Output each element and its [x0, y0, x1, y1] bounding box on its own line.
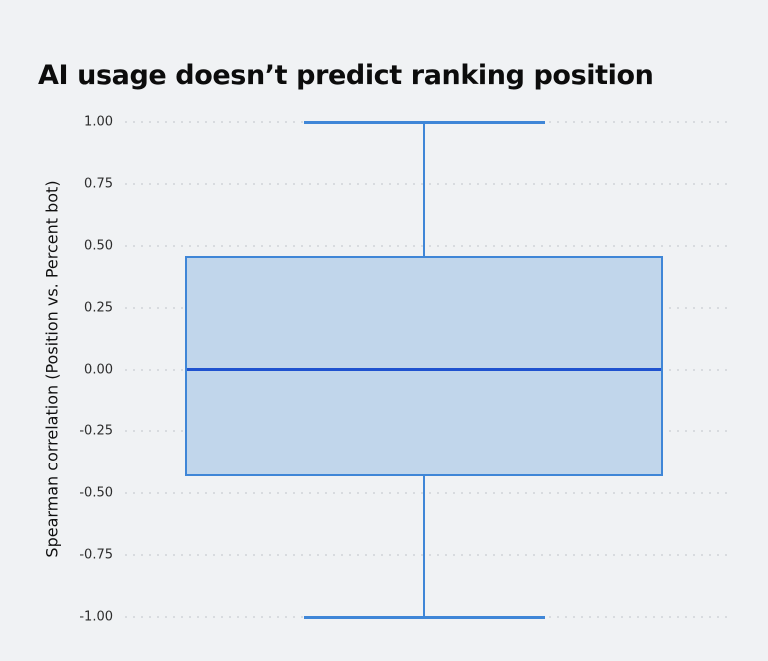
y-tick-label-0.00: 0.00 — [84, 362, 113, 377]
median-line — [187, 367, 661, 372]
whisker-top-cap — [303, 120, 545, 124]
y-tick-label--1.00: -1.00 — [79, 609, 113, 625]
box-iqr — [185, 255, 663, 476]
y-tick-label--0.50: -0.50 — [79, 485, 113, 501]
gridline--0.50 — [125, 492, 731, 495]
y-tick-label--0.25: -0.25 — [79, 423, 113, 439]
y-tick-label-0.75: 0.75 — [84, 176, 113, 192]
y-tick-label--0.75: -0.75 — [79, 547, 113, 563]
gridline-0.50 — [125, 244, 731, 247]
y-tick-label-0.25: 0.25 — [84, 300, 113, 316]
plot-area — [125, 120, 731, 619]
whisker-bottom-line — [422, 475, 426, 617]
whisker-bottom-cap — [303, 615, 545, 619]
gridline-0.75 — [125, 182, 731, 185]
y-tick-label-1.00: 1.00 — [84, 114, 113, 130]
chart-title: AI usage doesn’t predict ranking positio… — [38, 60, 654, 92]
whisker-top-line — [422, 122, 426, 256]
y-tick-label-0.50: 0.50 — [84, 238, 113, 254]
y-axis-tick-labels: 1.00 0.75 0.50 0.25 0.00 -0.25 -0.50 -0.75 -1.00 — [0, 115, 113, 625]
gridline--0.75 — [125, 554, 731, 557]
